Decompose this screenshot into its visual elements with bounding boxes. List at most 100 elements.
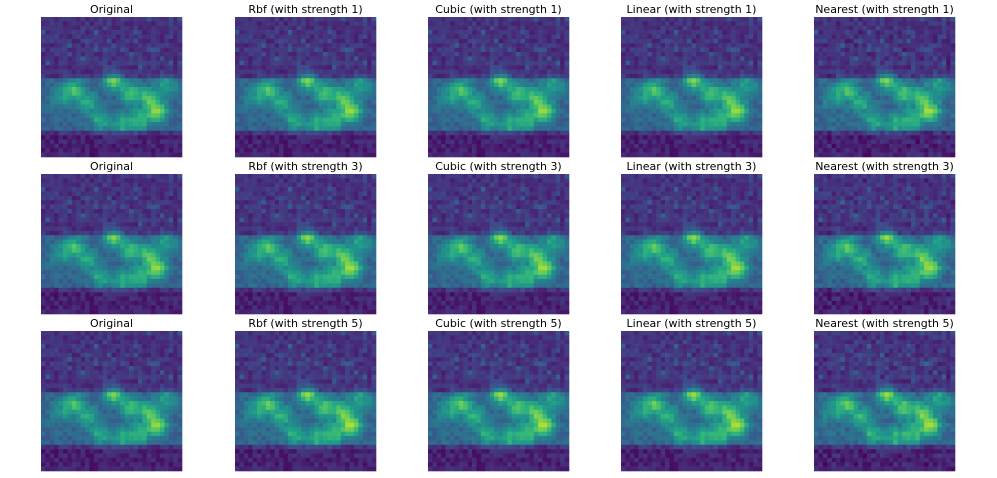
pixel — [480, 56, 486, 62]
pixel — [45, 126, 51, 132]
pixel — [625, 56, 631, 62]
pixel — [880, 56, 885, 62]
pixel — [516, 78, 521, 83]
pixel — [270, 113, 275, 118]
pixel — [270, 38, 275, 44]
pixel — [660, 43, 666, 48]
pixel — [279, 91, 284, 97]
pixel — [441, 21, 446, 27]
pixel — [551, 25, 557, 31]
pixel — [647, 65, 653, 70]
pixel — [950, 43, 956, 48]
pixel — [331, 130, 337, 136]
pixel — [744, 52, 750, 57]
pixel — [827, 65, 832, 70]
pixel — [888, 38, 894, 44]
pixel — [41, 78, 46, 83]
pixel — [678, 65, 683, 70]
pixel — [287, 25, 293, 31]
pixel — [265, 130, 271, 136]
pixel — [673, 43, 679, 48]
pixel — [146, 17, 152, 22]
pixel — [274, 117, 280, 123]
pixel — [840, 69, 846, 75]
pixel — [862, 56, 868, 62]
pixel — [669, 73, 675, 79]
pixel — [292, 82, 297, 88]
pixel — [634, 21, 639, 27]
pixel — [906, 21, 912, 27]
pixel — [735, 43, 741, 48]
pixel — [866, 122, 872, 127]
pixel — [49, 117, 55, 123]
pixel — [822, 78, 828, 83]
pixel — [292, 139, 297, 145]
pixel — [726, 60, 732, 66]
pixel — [142, 30, 148, 35]
pixel — [367, 38, 372, 44]
pixel — [511, 65, 517, 70]
pixel — [142, 17, 148, 22]
pixel — [454, 25, 460, 31]
pixel — [665, 43, 670, 48]
pixel — [511, 73, 517, 79]
pixel — [89, 56, 95, 62]
pixel — [292, 47, 297, 53]
pixel — [498, 30, 504, 35]
pixel — [687, 60, 692, 66]
pixel — [274, 148, 280, 153]
pixel — [476, 130, 482, 136]
pixel — [463, 152, 468, 158]
pixel — [511, 100, 517, 105]
pixel — [76, 87, 81, 92]
pixel — [726, 108, 732, 114]
pixel — [818, 25, 824, 31]
pixel — [656, 82, 661, 88]
pixel — [345, 148, 350, 153]
pixel — [252, 38, 258, 44]
pixel — [919, 17, 925, 22]
pixel — [367, 152, 372, 158]
pixel — [915, 104, 921, 110]
pixel — [524, 122, 530, 127]
pixel — [638, 73, 644, 79]
pixel — [621, 78, 626, 83]
pixel — [318, 82, 324, 88]
pixel — [49, 126, 55, 132]
pixel — [292, 34, 297, 40]
pixel — [331, 108, 337, 114]
pixel — [888, 135, 894, 140]
pixel — [704, 65, 710, 70]
pixel — [880, 104, 885, 110]
pixel — [124, 21, 130, 27]
pixel — [340, 43, 346, 48]
pixel — [722, 139, 728, 145]
pixel — [98, 108, 103, 114]
pixel — [757, 152, 763, 158]
pixel — [840, 104, 846, 110]
pixel — [296, 82, 302, 88]
pixel — [836, 21, 841, 27]
pixel — [888, 69, 894, 75]
pixel — [731, 130, 736, 136]
pixel — [638, 34, 644, 40]
pixel — [261, 135, 267, 140]
pixel — [625, 78, 631, 83]
pixel — [102, 60, 108, 66]
pixel — [472, 17, 477, 22]
pixel — [709, 117, 714, 123]
pixel — [555, 108, 561, 114]
pixel — [862, 126, 868, 132]
pixel — [155, 117, 161, 123]
pixel — [265, 139, 271, 145]
pixel — [252, 34, 258, 40]
pixel — [296, 34, 302, 40]
pixel — [243, 139, 249, 145]
pixel — [625, 73, 631, 79]
pixel — [252, 60, 258, 66]
pixel — [58, 113, 64, 118]
pixel — [560, 25, 565, 31]
pixel — [682, 52, 688, 57]
pixel — [507, 130, 513, 136]
pixel — [270, 100, 275, 105]
